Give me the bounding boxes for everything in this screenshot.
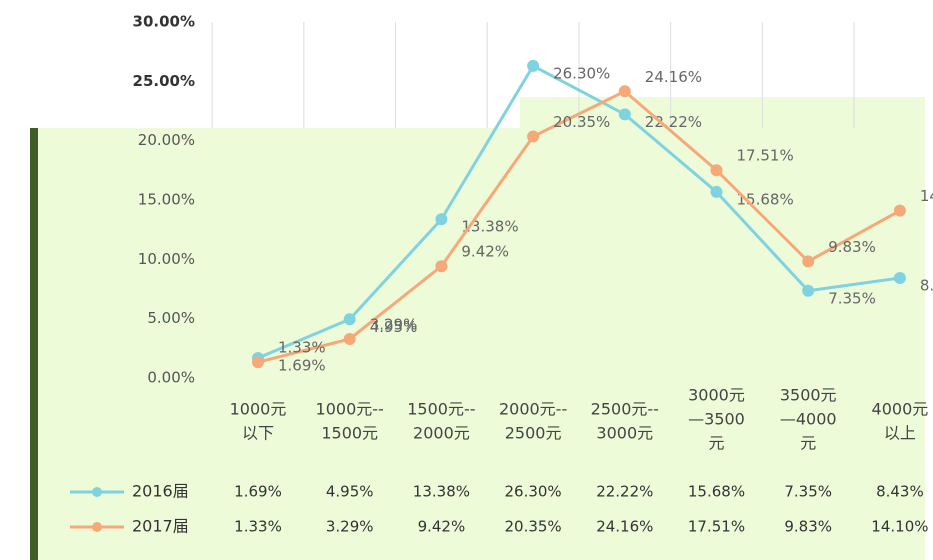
x-tick-label: 2000元 xyxy=(413,424,470,443)
data-point xyxy=(893,271,906,284)
y-tick-label: 30.00% xyxy=(133,13,195,31)
data-label: 1.69% xyxy=(278,356,326,374)
data-point xyxy=(802,255,815,268)
data-label: 20.35% xyxy=(553,113,610,131)
table-cell: 20.35% xyxy=(504,518,561,536)
overlay-panel xyxy=(38,128,925,560)
table-cell: 1.69% xyxy=(234,483,282,501)
data-label: 24.16% xyxy=(645,68,702,86)
y-tick-label: 20.00% xyxy=(138,131,195,149)
legend-marker xyxy=(92,522,102,532)
data-point xyxy=(893,204,906,217)
y-tick-label: 10.00% xyxy=(138,250,195,268)
x-tick-label: 2500元 xyxy=(505,424,562,443)
series-line xyxy=(257,89,901,364)
legend-marker xyxy=(92,487,102,497)
table-cell: 9.42% xyxy=(418,518,466,536)
data-point xyxy=(710,185,723,198)
table-cell: 3.29% xyxy=(326,518,374,536)
data-point xyxy=(618,85,631,98)
x-tick-label: 3000元 xyxy=(596,424,653,443)
data-point xyxy=(618,108,631,121)
data-point xyxy=(252,356,264,369)
table-cell: 7.35% xyxy=(784,483,832,501)
x-tick-label: 3500元 xyxy=(780,386,837,405)
table-cell: 1.33% xyxy=(234,518,282,536)
x-tick-label: 2500元-- xyxy=(591,400,659,419)
data-point xyxy=(343,313,356,326)
data-label: 9.83% xyxy=(828,238,876,256)
data-point xyxy=(527,130,540,143)
data-label: 7.35% xyxy=(828,289,876,307)
data-label: 3.29% xyxy=(370,315,418,333)
data-point xyxy=(527,59,540,72)
series-line xyxy=(257,63,901,360)
data-point xyxy=(343,332,356,345)
table-cell: 26.30% xyxy=(504,483,561,501)
data-point xyxy=(802,284,815,297)
data-label: 8.43% xyxy=(920,276,933,294)
x-tick-label: 以上 xyxy=(884,424,916,443)
x-tick-label: 元 xyxy=(708,434,724,453)
y-tick-label: 5.00% xyxy=(147,309,195,327)
table-cell: 8.43% xyxy=(876,483,924,501)
data-point xyxy=(435,260,448,273)
legend-label: 2017届 xyxy=(132,517,189,536)
x-tick-label: 1000元 xyxy=(230,400,287,419)
data-label: 17.51% xyxy=(737,147,794,165)
data-point xyxy=(710,164,723,177)
y-tick-label: 15.00% xyxy=(138,191,195,209)
table-cell: 9.83% xyxy=(784,518,832,536)
table-cell: 4.95% xyxy=(326,483,374,501)
side-bar xyxy=(30,128,38,560)
table-cell: 24.16% xyxy=(596,518,653,536)
x-tick-label: 1000元-- xyxy=(316,400,384,419)
data-label: 4.95% xyxy=(370,318,418,336)
x-tick-label: 1500元 xyxy=(321,424,378,443)
data-label: 13.38% xyxy=(461,218,518,236)
x-tick-label: —3500 xyxy=(688,410,745,429)
y-tick-label: 0.00% xyxy=(147,369,195,387)
data-label: 9.42% xyxy=(461,243,509,261)
data-label: 14.10% xyxy=(920,187,933,205)
x-tick-label: 3000元 xyxy=(688,386,745,405)
table-cell: 14.10% xyxy=(871,518,928,536)
table-cell: 13.38% xyxy=(413,483,470,501)
table-cell: 22.22% xyxy=(596,483,653,501)
data-point xyxy=(435,213,448,226)
data-label: 22.22% xyxy=(645,113,702,131)
x-tick-label: 元 xyxy=(800,434,816,453)
x-tick-label: 1500元-- xyxy=(407,400,475,419)
legend-label: 2016届 xyxy=(132,482,189,501)
x-tick-label: 以下 xyxy=(242,424,274,443)
data-label: 26.30% xyxy=(553,64,610,82)
y-tick-label: 25.00% xyxy=(133,72,195,90)
x-tick-label: 2000元-- xyxy=(499,400,567,419)
data-label: 1.33% xyxy=(278,339,326,357)
x-tick-label: 4000元 xyxy=(872,400,929,419)
table-cell: 17.51% xyxy=(688,518,745,536)
overlay-panel xyxy=(520,97,925,128)
x-tick-label: —4000 xyxy=(780,410,837,429)
table-cell: 15.68% xyxy=(688,483,745,501)
